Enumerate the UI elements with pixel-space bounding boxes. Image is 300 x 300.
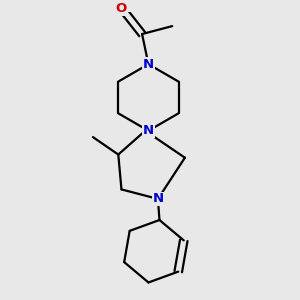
Text: N: N: [152, 192, 164, 206]
Text: N: N: [143, 58, 154, 71]
Text: O: O: [116, 2, 127, 15]
Text: N: N: [143, 124, 154, 137]
